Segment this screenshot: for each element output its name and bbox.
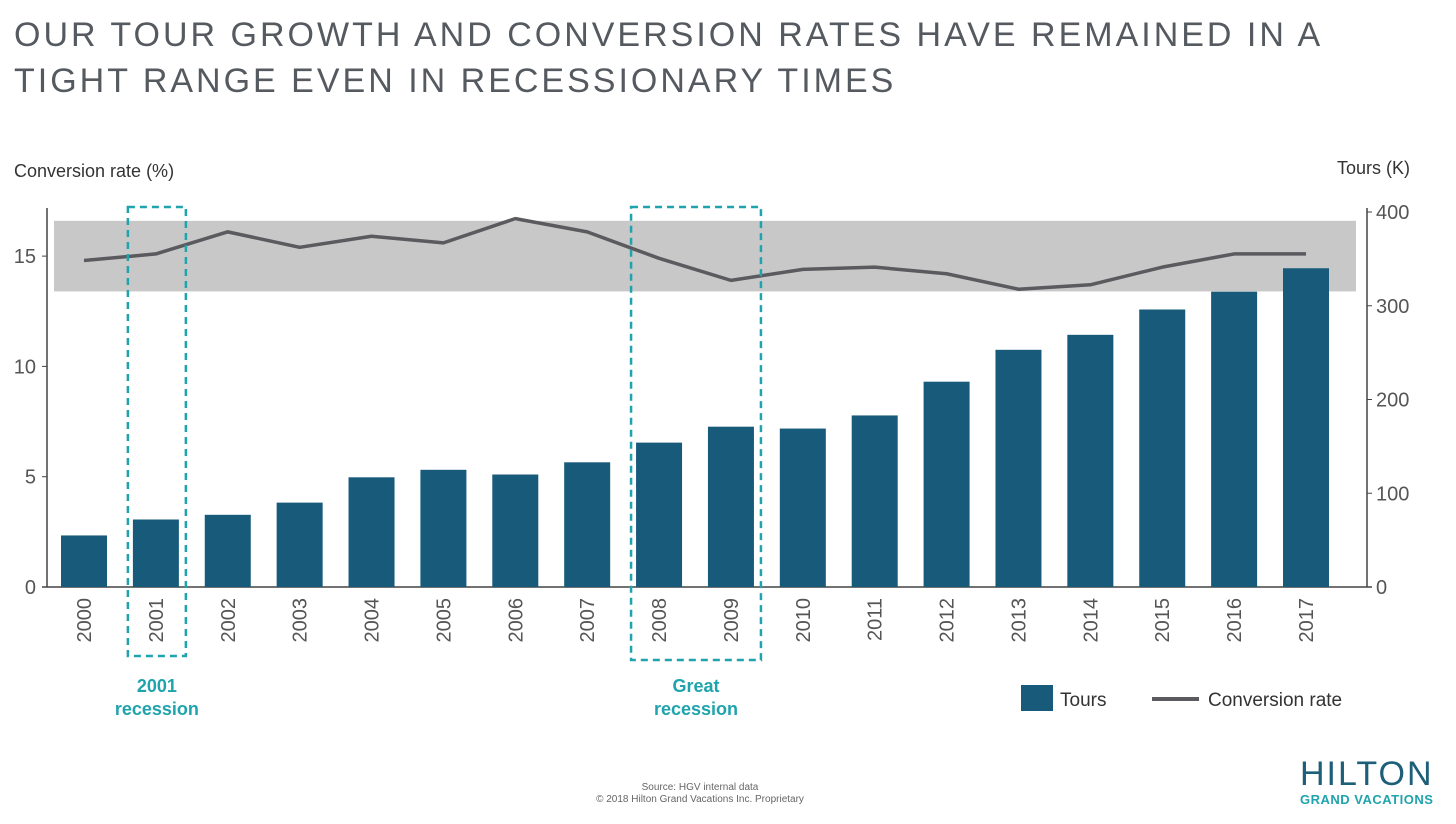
x-tick-label: 2010 [793, 598, 815, 643]
left-tick-label: 5 [25, 467, 36, 489]
legend-tours-label: Tours [1060, 690, 1106, 711]
recession-label-line2: recession [654, 699, 738, 719]
hilton-grand-vacations-logo: HILTON GRAND VACATIONS [1300, 756, 1450, 808]
recession-label-line1: Great [672, 676, 719, 696]
tours-bar [348, 477, 395, 587]
right-axis-title: Tours (K) [1337, 158, 1410, 178]
tours-bar [420, 469, 467, 587]
tours-bar [132, 519, 179, 587]
logo-tagline: GRAND VACATIONS [1300, 792, 1434, 807]
x-tick-label: 2005 [433, 598, 455, 643]
recession-highlight-box [126, 205, 188, 658]
slide-title: OUR TOUR GROWTH AND CONVERSION RATES HAV… [14, 12, 1434, 104]
tours-bar [923, 381, 970, 587]
x-tick-label: 2011 [865, 598, 887, 641]
recession-label-line1: 2001 [137, 676, 177, 696]
copyright-note: © 2018 Hilton Grand Vacations Inc. Propr… [596, 794, 804, 805]
x-tick-label: 2013 [1008, 598, 1030, 643]
source-note: Source: HGV internal data [641, 782, 759, 793]
right-tick-label: 0 [1376, 577, 1387, 599]
tours-bar [851, 415, 898, 587]
tours-bar [636, 442, 683, 587]
right-tick-label: 200 [1376, 390, 1409, 412]
x-tick-label: 2002 [218, 598, 240, 643]
footer: Source: HGV internal data © 2018 Hilton … [500, 782, 900, 806]
x-tick-label: 2004 [362, 598, 384, 643]
tours-bar [492, 474, 539, 587]
x-tick-label: 2017 [1296, 598, 1318, 643]
tours-bar [1139, 309, 1186, 587]
left-tick-label: 0 [25, 577, 36, 599]
right-tick-label: 300 [1376, 296, 1409, 318]
x-tick-label: 2001 [146, 598, 168, 643]
x-tick-label: 2000 [74, 598, 96, 643]
title-line-1: OUR TOUR GROWTH AND CONVERSION RATES HAV… [14, 16, 1324, 54]
left-axis-title: Conversion rate (%) [14, 161, 174, 181]
tours-bar [204, 514, 251, 587]
left-tick-label: 15 [14, 246, 36, 268]
x-tick-label: 2014 [1080, 598, 1102, 643]
recession-label-line2: recession [115, 699, 199, 719]
title-line-2: TIGHT RANGE EVEN IN RECESSIONARY TIMES [14, 62, 897, 100]
conversion-rate-line [83, 216, 1306, 291]
logo-wordmark: HILTON [1300, 755, 1434, 793]
x-tick-label: 2012 [937, 598, 959, 643]
tours-bar [1211, 291, 1258, 587]
tours-bar [61, 535, 107, 587]
tours-bar [564, 462, 611, 587]
tours-bar [1067, 334, 1114, 587]
left-tick-label: 10 [14, 356, 36, 378]
tours-bar [779, 428, 826, 587]
legend-conversion-label: Conversion rate [1208, 690, 1342, 711]
x-tick-label: 2006 [505, 598, 527, 643]
right-tick-label: 400 [1376, 202, 1409, 224]
tours-bar [995, 349, 1042, 587]
right-tick-label: 100 [1376, 483, 1409, 505]
x-tick-label: 2008 [649, 598, 671, 643]
x-tick-label: 2015 [1152, 598, 1174, 643]
range-band [54, 220, 1356, 292]
x-tick-label: 2009 [721, 598, 743, 643]
tours-bar [1283, 268, 1329, 587]
legend-tours-swatch [1021, 685, 1053, 711]
x-tick-label: 2003 [290, 598, 312, 643]
x-tick-label: 2016 [1224, 598, 1246, 643]
x-tick-label: 2007 [577, 598, 599, 643]
recession-highlight-box [629, 205, 763, 662]
tours-bar [276, 502, 323, 587]
tours-bar [707, 426, 754, 587]
